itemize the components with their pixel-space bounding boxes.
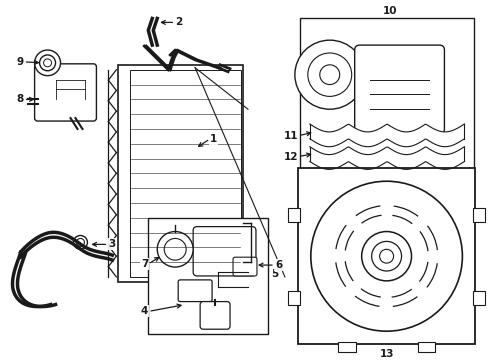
Bar — [298, 168, 475, 344]
Text: 7: 7 — [141, 259, 148, 269]
Circle shape — [76, 238, 84, 246]
Bar — [473, 208, 485, 222]
Circle shape — [35, 50, 61, 76]
Text: 9: 9 — [17, 57, 24, 67]
Text: 10: 10 — [382, 5, 397, 15]
Circle shape — [74, 235, 87, 249]
FancyBboxPatch shape — [178, 280, 212, 302]
Circle shape — [157, 231, 193, 267]
Circle shape — [295, 40, 365, 109]
FancyBboxPatch shape — [355, 45, 444, 134]
Circle shape — [164, 238, 186, 260]
Circle shape — [311, 181, 463, 331]
Bar — [417, 342, 436, 352]
Bar — [300, 18, 474, 171]
Bar — [338, 342, 356, 352]
Circle shape — [40, 55, 55, 71]
Text: 6: 6 — [275, 260, 282, 270]
Text: 4: 4 — [141, 306, 148, 316]
Circle shape — [308, 53, 352, 96]
Bar — [288, 208, 300, 222]
Text: 12: 12 — [283, 152, 298, 162]
Text: 11: 11 — [283, 131, 298, 141]
Text: 1: 1 — [210, 134, 218, 144]
Text: 13: 13 — [379, 349, 394, 359]
Text: 8: 8 — [16, 94, 24, 104]
Bar — [148, 218, 268, 334]
Circle shape — [371, 242, 401, 271]
Text: 5: 5 — [271, 269, 278, 279]
FancyBboxPatch shape — [200, 302, 230, 329]
Text: 2: 2 — [175, 17, 182, 27]
FancyBboxPatch shape — [35, 64, 97, 121]
Circle shape — [380, 249, 393, 263]
Polygon shape — [310, 124, 465, 147]
FancyBboxPatch shape — [193, 226, 256, 276]
Bar — [130, 70, 241, 277]
Text: 3: 3 — [108, 239, 116, 249]
Polygon shape — [310, 147, 465, 170]
Circle shape — [362, 231, 412, 281]
Bar — [473, 291, 485, 305]
FancyBboxPatch shape — [233, 257, 257, 276]
Bar — [119, 65, 243, 282]
Bar — [288, 291, 300, 305]
